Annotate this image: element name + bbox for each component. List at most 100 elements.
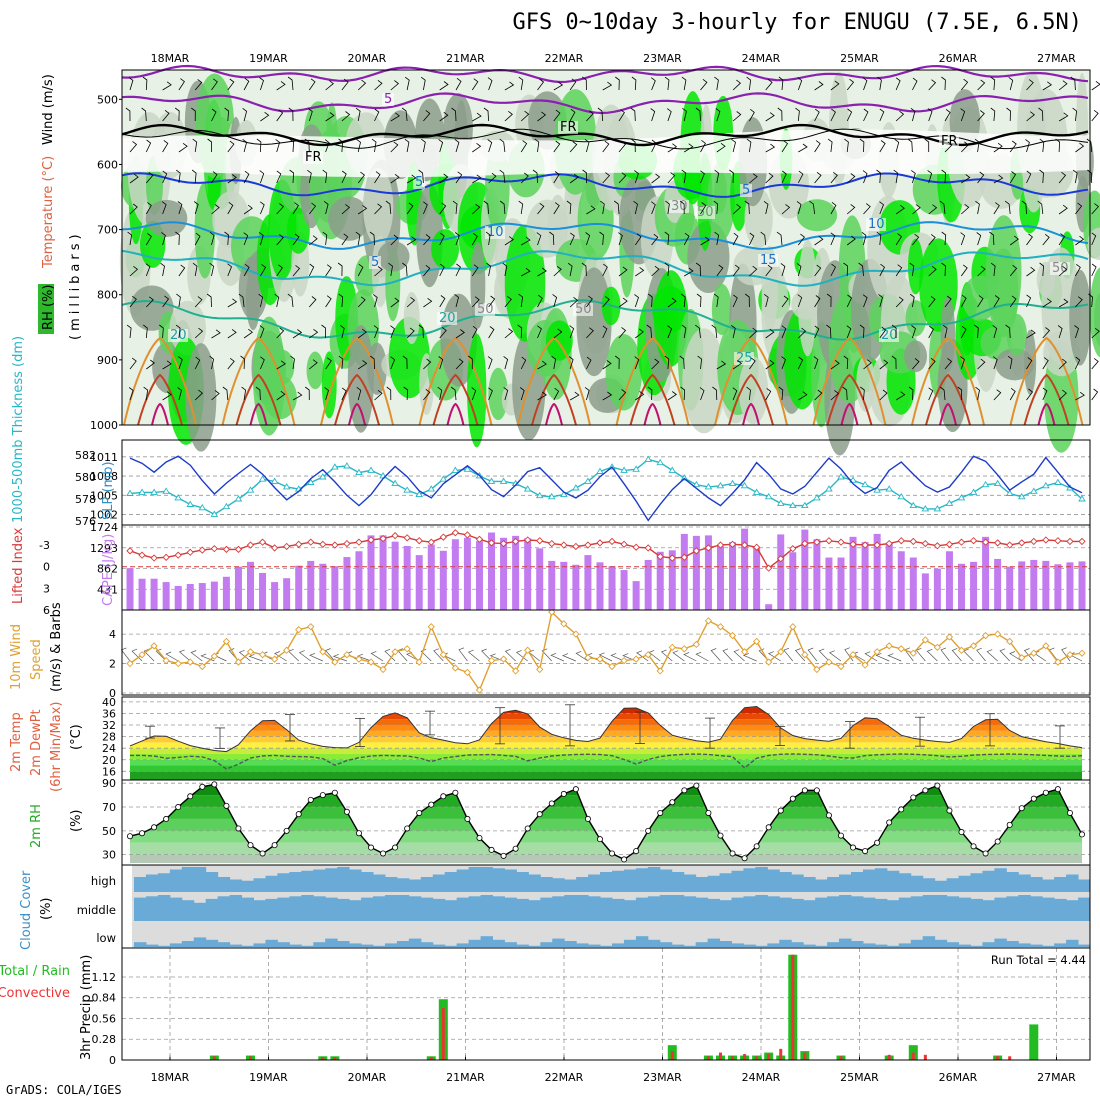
cloud-bar <box>862 897 876 921</box>
wind-barb <box>814 325 820 339</box>
wind-barb <box>276 234 284 246</box>
precip-conv-bar <box>441 1008 445 1060</box>
cloud-bar <box>301 895 314 921</box>
wind-barb <box>939 200 946 215</box>
thickness-point <box>234 495 243 502</box>
date-label-top: 18MAR <box>151 52 190 65</box>
wind-barb <box>749 108 755 122</box>
thickness-point <box>222 502 231 510</box>
wind-barb <box>683 143 694 153</box>
cloud-bar <box>815 897 828 921</box>
cloud-bar <box>623 900 637 921</box>
wind-barb-10m <box>120 647 131 662</box>
rh-point <box>428 801 435 808</box>
wind-barb <box>665 200 670 215</box>
wind-barb <box>191 107 196 122</box>
wind-barb-10m <box>515 650 528 662</box>
cape-bar <box>150 578 158 610</box>
wind-speed-point <box>307 623 315 631</box>
precip-tick: 1.12 <box>92 971 117 984</box>
wind-barb <box>797 77 803 91</box>
rh-point <box>392 844 399 851</box>
wind-barb-10m <box>356 653 372 662</box>
lifted-index-point <box>740 541 749 549</box>
wind-barb <box>814 140 821 153</box>
temp-band <box>130 748 1082 754</box>
wind-barb <box>765 388 772 401</box>
temp-contour <box>121 249 1089 287</box>
temp-contour-30 <box>826 373 873 426</box>
cape-bar <box>1054 564 1062 610</box>
wind-barb <box>977 79 986 91</box>
lifted-index-point <box>295 540 303 548</box>
rh-point <box>163 815 170 822</box>
cloud-bar <box>588 874 601 892</box>
wind-barb <box>406 327 415 339</box>
rh-point <box>693 782 700 789</box>
cloud-bar <box>659 869 673 892</box>
wind-barb <box>567 262 573 277</box>
wind-barb <box>618 297 628 308</box>
rh-point <box>187 793 194 800</box>
wind-barb <box>618 140 626 153</box>
wind-speed-point <box>801 651 809 659</box>
thickness-point <box>1042 481 1050 489</box>
rh-shade <box>367 342 387 395</box>
thickness-point <box>776 499 785 506</box>
wind-barb <box>439 295 446 308</box>
temp-contour-25 <box>812 336 887 426</box>
temp-tick: 16 <box>102 765 116 778</box>
lifted-index-point <box>1042 536 1050 544</box>
wind-barb <box>634 356 640 370</box>
lifted-index-point <box>644 544 652 552</box>
wind-barb-10m <box>783 647 794 662</box>
wind-barb <box>439 173 449 184</box>
wind-axis-label-a: 10m Wind <box>9 624 24 690</box>
date-label-top: 23MAR <box>643 52 682 65</box>
lifted-index-point <box>1030 537 1038 546</box>
wind-barb <box>732 79 742 91</box>
wind-barb <box>209 355 215 370</box>
wind-barb <box>941 231 947 246</box>
wind-speed-point <box>825 658 833 666</box>
cloud-bar <box>1054 877 1067 892</box>
pressure-tick: 600 <box>97 158 118 171</box>
cloud-bar <box>851 872 864 892</box>
wind-barb <box>1026 266 1036 277</box>
contour-label: 15 <box>760 253 777 268</box>
cloud-bar <box>970 898 983 921</box>
wind-barb <box>161 232 166 246</box>
wind-speed-point <box>1042 642 1050 650</box>
wind-barb <box>129 141 138 153</box>
thickness-point <box>246 486 255 493</box>
wind-barb <box>846 78 855 91</box>
cloud-bar <box>588 896 601 921</box>
wind-barb <box>781 170 787 184</box>
wind-barb-10m <box>1009 651 1022 662</box>
wind-barb <box>797 356 804 370</box>
wind-barb <box>600 200 605 215</box>
wind-barb <box>618 109 625 122</box>
cape-bar <box>439 550 447 610</box>
thickness-point <box>668 466 677 473</box>
wind-barb <box>520 110 530 122</box>
cloud-bar <box>217 896 231 921</box>
cape-bar <box>656 551 664 610</box>
lifted-index-point <box>439 533 447 541</box>
pressure-tick: 500 <box>97 93 118 106</box>
wind-barb <box>520 140 528 153</box>
cloud-bar <box>719 900 732 921</box>
cloud-bar <box>994 868 1007 892</box>
cloud-bar <box>779 939 792 947</box>
wind-barb <box>357 296 366 308</box>
cloud-bar <box>958 897 971 921</box>
wind-barb <box>716 142 726 153</box>
precip-legend-total: Total / Rain <box>0 964 70 979</box>
wind-barb <box>369 231 375 246</box>
rh-point <box>753 843 760 850</box>
lifted-index-point <box>813 538 821 546</box>
cloud-bar <box>193 867 207 892</box>
wind-barb <box>1091 80 1100 91</box>
cape-bar <box>391 541 399 610</box>
